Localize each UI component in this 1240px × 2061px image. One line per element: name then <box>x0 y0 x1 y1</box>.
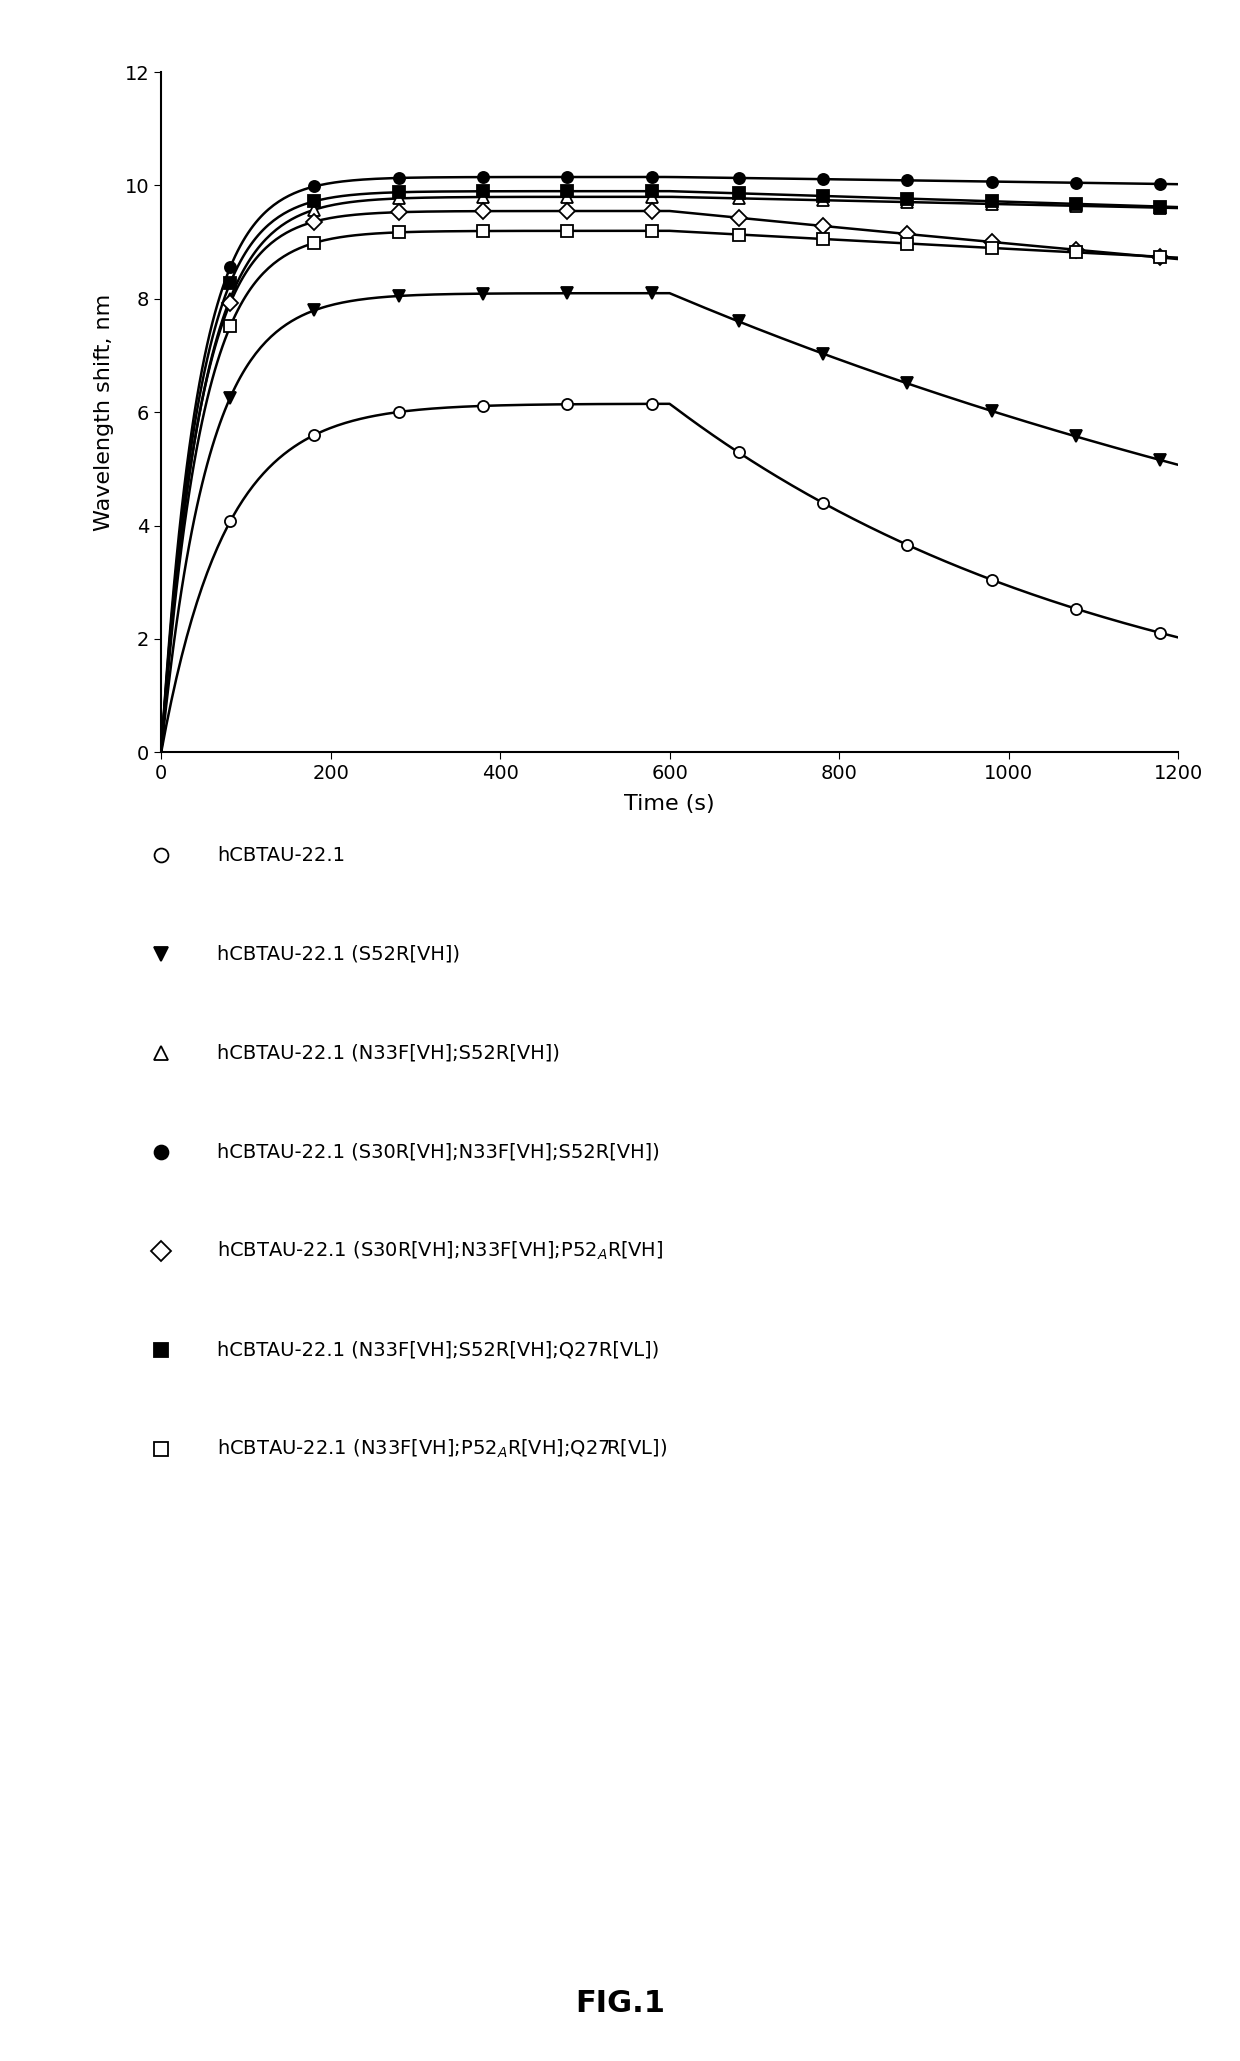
Text: hCBTAU-22.1 (S52R[VH]): hCBTAU-22.1 (S52R[VH]) <box>217 944 460 965</box>
Text: hCBTAU-22.1 (N33F[VH];S52R[VH]): hCBTAU-22.1 (N33F[VH];S52R[VH]) <box>217 1043 560 1063</box>
Text: hCBTAU-22.1 (S30R[VH];N33F[VH];S52R[VH]): hCBTAU-22.1 (S30R[VH];N33F[VH];S52R[VH]) <box>217 1142 660 1162</box>
Text: hCBTAU-22.1: hCBTAU-22.1 <box>217 845 345 866</box>
Text: hCBTAU-22.1 (S30R[VH];N33F[VH];P52$_{A}$R[VH]: hCBTAU-22.1 (S30R[VH];N33F[VH];P52$_{A}$… <box>217 1241 663 1261</box>
X-axis label: Time (s): Time (s) <box>624 793 715 814</box>
Text: hCBTAU-22.1 (N33F[VH];P52$_{A}$R[VH];Q27R[VL]): hCBTAU-22.1 (N33F[VH];P52$_{A}$R[VH];Q27… <box>217 1439 667 1459</box>
Y-axis label: Wavelength shift, nm: Wavelength shift, nm <box>93 293 114 532</box>
Text: hCBTAU-22.1 (N33F[VH];S52R[VH];Q27R[VL]): hCBTAU-22.1 (N33F[VH];S52R[VH];Q27R[VL]) <box>217 1340 660 1360</box>
Text: FIG.1: FIG.1 <box>575 1989 665 2018</box>
